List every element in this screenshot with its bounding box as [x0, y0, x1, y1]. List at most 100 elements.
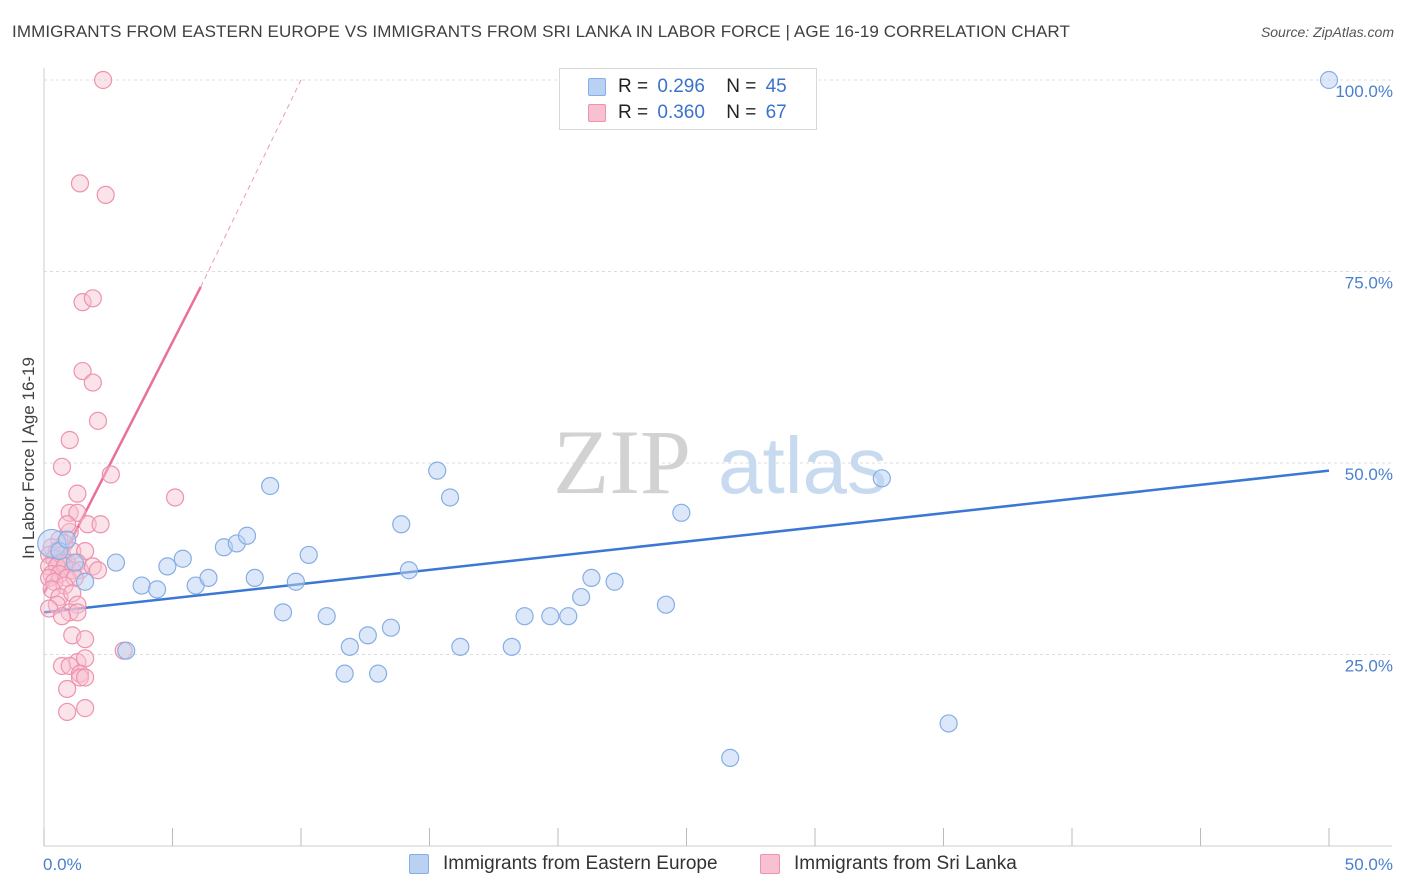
point-sri-lanka — [68, 603, 87, 622]
point-eastern-europe — [199, 568, 218, 588]
point-eastern-europe — [440, 488, 460, 507]
point-eastern-europe — [672, 503, 691, 522]
point-sri-lanka — [94, 70, 113, 90]
point-sri-lanka — [58, 702, 77, 722]
x-tick-label: 0.0% — [43, 855, 82, 874]
point-eastern-europe — [399, 561, 419, 580]
point-eastern-europe — [106, 553, 126, 572]
tick-labels: 25.0% 50.0% 75.0% 100.0% 0.0% 50.0% — [43, 82, 1393, 874]
point-sri-lanka — [91, 515, 110, 534]
watermark-atlas: atlas — [718, 421, 887, 510]
legend-n-label: N = — [726, 76, 757, 97]
y-tick-label: 75.0% — [1345, 274, 1393, 293]
point-sri-lanka — [76, 649, 95, 668]
point-eastern-europe — [132, 576, 151, 595]
x-tick-label: 50.0% — [1345, 855, 1393, 874]
point-eastern-europe — [656, 595, 676, 614]
point-eastern-europe — [358, 626, 377, 645]
watermark-zip: ZIP — [553, 411, 691, 513]
point-eastern-europe — [317, 607, 336, 626]
legend-n-value: 67 — [765, 102, 787, 123]
point-eastern-europe — [515, 607, 534, 626]
point-eastern-europe — [369, 664, 388, 683]
y-tick-label: 25.0% — [1345, 657, 1393, 676]
point-sri-lanka — [76, 668, 95, 687]
chart-title: IMMIGRANTS FROM EASTERN EUROPE VS IMMIGR… — [12, 22, 1070, 41]
points-sri-lanka — [40, 70, 185, 722]
point-eastern-europe — [237, 526, 257, 545]
point-sri-lanka — [70, 174, 90, 193]
point-sri-lanka — [70, 668, 90, 687]
point-eastern-europe — [173, 549, 192, 568]
point-eastern-europe — [872, 469, 891, 488]
point-eastern-europe — [58, 530, 77, 549]
legend-r-label: R = — [618, 102, 649, 123]
trend-line-sri-lanka-extension — [200, 79, 302, 288]
point-sri-lanka — [165, 488, 185, 507]
point-sri-lanka — [83, 373, 102, 392]
point-eastern-europe — [261, 476, 280, 496]
point-sri-lanka — [58, 515, 77, 534]
legend-n-value: 45 — [765, 76, 787, 97]
point-eastern-europe — [158, 557, 177, 576]
point-sri-lanka — [68, 503, 87, 522]
point-eastern-europe — [582, 568, 601, 588]
point-eastern-europe — [605, 572, 624, 591]
point-sri-lanka — [52, 607, 72, 626]
point-eastern-europe — [939, 714, 958, 733]
y-tick-label: 50.0% — [1345, 465, 1393, 484]
series-label-eastern-europe: Immigrants from Eastern Europe — [443, 853, 718, 874]
point-sri-lanka — [78, 515, 97, 534]
y-tick-label: 100.0% — [1335, 82, 1393, 101]
point-sri-lanka — [76, 699, 95, 718]
legend-r-value: 0.296 — [657, 76, 705, 97]
y-axis-label: In Labor Force | Age 16-19 — [19, 357, 38, 559]
point-sri-lanka — [60, 656, 79, 676]
point-eastern-europe — [451, 637, 470, 656]
point-sri-lanka — [68, 484, 87, 503]
point-sri-lanka — [58, 679, 77, 699]
legend-swatch-blue — [588, 78, 606, 96]
point-eastern-europe — [335, 664, 354, 683]
series-swatch-pink — [760, 854, 780, 874]
point-eastern-europe — [428, 461, 447, 480]
point-eastern-europe — [286, 572, 305, 591]
point-sri-lanka — [88, 411, 108, 430]
trend-line-eastern-europe — [43, 469, 1330, 614]
point-eastern-europe — [76, 572, 95, 591]
point-sri-lanka — [83, 289, 102, 308]
point-eastern-europe — [117, 641, 136, 660]
point-sri-lanka — [63, 584, 82, 603]
point-sri-lanka — [96, 185, 115, 204]
point-eastern-europe — [65, 553, 84, 572]
point-eastern-europe — [381, 618, 401, 637]
point-eastern-europe — [340, 637, 359, 656]
gridlines — [44, 79, 1392, 655]
trend-lines — [42, 79, 1330, 614]
point-sri-lanka — [73, 361, 92, 381]
point-eastern-europe — [541, 607, 560, 626]
point-eastern-europe — [299, 545, 318, 565]
source-credit: Source: ZipAtlas.com — [1260, 24, 1394, 40]
point-eastern-europe — [147, 580, 167, 599]
point-sri-lanka — [52, 656, 72, 676]
watermark: ZIP atlas — [553, 411, 887, 513]
point-sri-lanka — [68, 595, 87, 614]
point-sri-lanka — [60, 430, 79, 450]
point-eastern-europe — [559, 607, 578, 626]
legend-r-label: R = — [618, 76, 649, 97]
point-sri-lanka — [88, 561, 108, 580]
point-eastern-europe — [721, 748, 740, 768]
point-sri-lanka — [101, 465, 120, 484]
point-sri-lanka — [76, 630, 95, 649]
point-eastern-europe — [245, 568, 264, 588]
legend-n-label: N = — [726, 102, 757, 123]
point-eastern-europe — [1319, 70, 1339, 90]
axes — [43, 68, 1392, 847]
points-eastern-europe — [37, 70, 1339, 768]
series-swatch-blue — [409, 854, 429, 874]
point-sri-lanka — [60, 503, 79, 522]
point-eastern-europe — [502, 637, 521, 656]
point-eastern-europe — [392, 515, 411, 534]
